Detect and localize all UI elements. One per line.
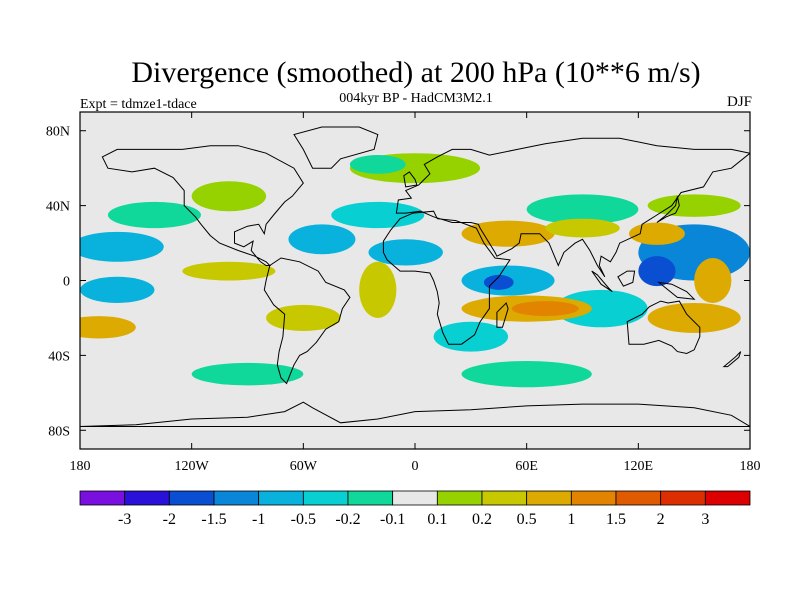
divergence-region-10 — [461, 361, 592, 388]
divergence-region-27 — [545, 218, 620, 238]
legend-swatch — [526, 490, 572, 506]
legend-label: -0.1 — [380, 511, 405, 528]
color-legend: -3 -2 -1.5 -1 -0.5 -0.2 -0.1 0.1 0.2 0.5 1 1.5 2 3 — [79, 490, 751, 528]
legend-label: 1 — [567, 511, 575, 528]
legend-swatch — [570, 490, 617, 506]
divergence-region-28 — [359, 261, 397, 318]
divergence-region-5 — [80, 231, 164, 262]
coastline-7 — [591, 270, 613, 293]
legend-label: 0.2 — [472, 511, 492, 528]
x-tick-label: 0 — [412, 459, 419, 474]
coastline-12 — [496, 302, 509, 328]
divergence-region-20 — [511, 301, 579, 317]
legend-swatch — [302, 490, 349, 506]
coastline-11 — [656, 196, 680, 223]
y-axis-ticks: 80N 40N 0 40S 80S — [46, 125, 750, 439]
divergence-region-13 — [331, 201, 425, 229]
coastline-3 — [382, 210, 511, 345]
x-tick-label: 60W — [290, 459, 318, 474]
coastline-1 — [263, 257, 351, 385]
x-tick-label: 180 — [70, 459, 91, 474]
divergence-field — [80, 153, 750, 388]
x-tick-label: 60E — [515, 459, 538, 474]
divergence-region-22 — [694, 258, 732, 303]
legend-swatch — [660, 490, 706, 506]
legend-swatch — [392, 490, 438, 506]
x-tick-label: 120W — [175, 459, 210, 474]
divergence-region-14 — [107, 201, 201, 229]
coastline-4 — [626, 300, 701, 355]
divergence-region-12 — [526, 194, 639, 225]
legend-label: -1 — [252, 511, 265, 528]
coastline-0 — [101, 145, 304, 266]
divergence-region-1 — [638, 256, 676, 287]
legend-label: -3 — [118, 511, 131, 528]
y-tick-label: 80S — [48, 424, 70, 439]
divergence-region-26 — [266, 304, 341, 332]
coastlines — [80, 126, 750, 427]
divergence-region-21 — [647, 302, 741, 333]
divergence-region-7 — [368, 239, 443, 266]
chart-subtitle: 004kyr BP - HadCM3M2.1 — [339, 91, 493, 106]
x-tick-label: 180 — [740, 459, 761, 474]
divergence-region-6 — [80, 276, 155, 303]
chart-title: Divergence (smoothed) at 200 hPa (10**6 … — [131, 56, 700, 89]
coastline-5 — [80, 401, 750, 427]
legend-swatch — [704, 490, 751, 506]
divergence-region-17 — [191, 181, 267, 212]
legend-swatch — [79, 490, 126, 506]
legend-label: 0.1 — [427, 511, 447, 528]
coastline-13 — [722, 351, 742, 368]
legend-swatch — [213, 490, 260, 506]
x-tick-label: 120E — [624, 459, 654, 474]
x-axis-ticks: 180 120W 60W 0 60E 120E 180 — [70, 112, 761, 474]
y-tick-label: 0 — [63, 275, 70, 290]
coastline-2 — [395, 137, 750, 278]
season-label: DJF — [727, 94, 752, 110]
legend-label: 0.5 — [517, 511, 537, 528]
divergence-region-18 — [349, 155, 406, 174]
legend-label: 2 — [657, 511, 665, 528]
legend-label: -2 — [163, 511, 176, 528]
y-tick-label: 40N — [46, 200, 70, 215]
divergence-region-8 — [554, 289, 648, 328]
divergence-region-29 — [629, 222, 685, 245]
legend-swatch — [168, 490, 215, 506]
legend-label: -0.2 — [335, 511, 360, 528]
y-tick-label: 40S — [48, 349, 70, 364]
legend-swatch — [347, 490, 394, 506]
divergence-region-23 — [461, 220, 555, 247]
divergence-region-24 — [80, 316, 136, 339]
legend-swatch — [124, 490, 170, 506]
divergence-region-15 — [647, 194, 741, 217]
coastline-6 — [293, 126, 379, 169]
coastline-9 — [657, 281, 696, 300]
legend-label: 1.5 — [606, 511, 626, 528]
coastline-8 — [617, 270, 636, 287]
legend-swatch — [436, 490, 483, 506]
divergence-region-4 — [288, 224, 356, 255]
legend-swatch — [258, 490, 304, 506]
legend-label: 3 — [701, 511, 709, 528]
legend-swatch — [481, 490, 528, 506]
y-tick-label: 80N — [46, 125, 70, 140]
divergence-region-3 — [483, 274, 514, 290]
legend-label: -0.5 — [291, 511, 316, 528]
legend-label: -1.5 — [201, 511, 226, 528]
experiment-label: Expt = tdmze1-tdace — [80, 97, 197, 112]
divergence-region-11 — [191, 362, 304, 386]
divergence-region-25 — [182, 261, 276, 281]
legend-swatch — [615, 490, 662, 506]
coastline-10 — [403, 171, 418, 188]
